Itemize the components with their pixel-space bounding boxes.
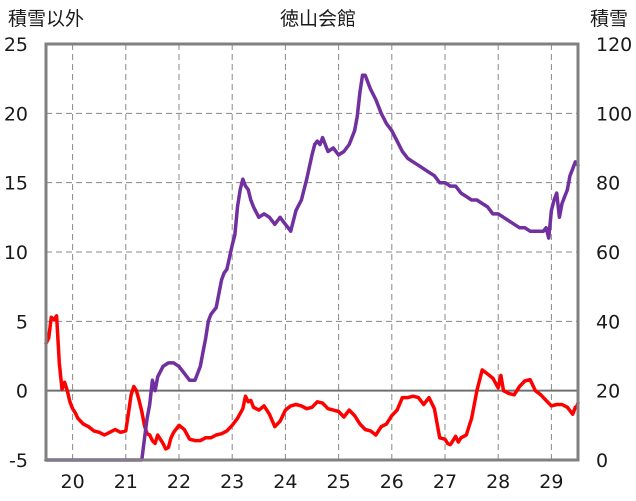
left-tick-label: 5 bbox=[16, 311, 28, 333]
right-tick-label: 0 bbox=[596, 450, 608, 472]
x-tick-label: 28 bbox=[486, 471, 510, 493]
left-tick-label: 15 bbox=[4, 173, 28, 195]
right-tick-label: 20 bbox=[596, 381, 620, 403]
right-axis-label: 積雪 bbox=[590, 8, 628, 30]
chart-title: 徳山会館 bbox=[280, 8, 356, 30]
x-tick-label: 24 bbox=[273, 471, 297, 493]
right-tick-label: 100 bbox=[596, 103, 632, 125]
right-tick-label: 60 bbox=[596, 242, 620, 264]
right-tick-label: 80 bbox=[596, 173, 620, 195]
series-line-other bbox=[44, 314, 580, 451]
x-tick-label: 20 bbox=[61, 471, 85, 493]
grid-lines bbox=[46, 44, 578, 460]
series-line-snow bbox=[44, 73, 580, 462]
left-axis-label: 積雪以外 bbox=[8, 8, 84, 30]
series-lines bbox=[44, 73, 580, 462]
left-tick-label: 20 bbox=[4, 103, 28, 125]
left-tick-label: 0 bbox=[16, 381, 28, 403]
x-axis-ticks: 20 21 22 23 24 25 26 27 28 29 bbox=[61, 471, 564, 493]
x-tick-label: 21 bbox=[114, 471, 138, 493]
x-tick-label: 25 bbox=[327, 471, 351, 493]
left-axis-ticks: -5 0 5 10 15 20 25 bbox=[4, 34, 28, 472]
x-tick-label: 29 bbox=[539, 471, 563, 493]
x-tick-label: 26 bbox=[380, 471, 404, 493]
left-tick-label: 10 bbox=[4, 242, 28, 264]
x-tick-label: 23 bbox=[220, 471, 244, 493]
right-tick-label: 120 bbox=[596, 34, 632, 56]
right-axis-ticks: 0 20 40 60 80 100 120 bbox=[596, 34, 632, 472]
x-tick-label: 22 bbox=[167, 471, 191, 493]
left-tick-label: 25 bbox=[4, 34, 28, 56]
left-tick-label: -5 bbox=[9, 450, 28, 472]
x-tick-label: 27 bbox=[433, 471, 457, 493]
plot-frame bbox=[44, 42, 580, 462]
right-tick-label: 40 bbox=[596, 311, 620, 333]
